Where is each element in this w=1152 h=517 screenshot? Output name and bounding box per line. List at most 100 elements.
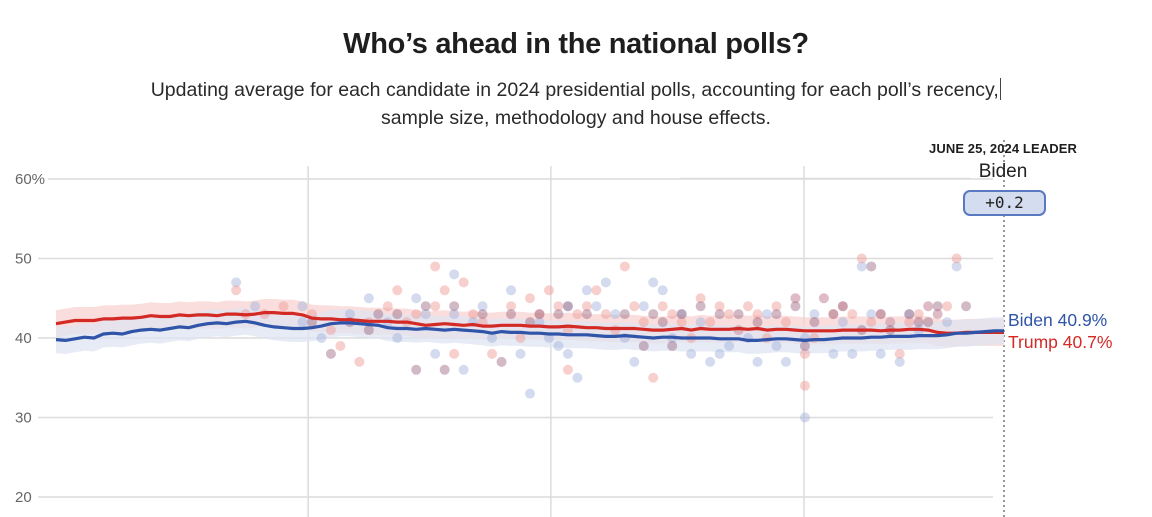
overlapping-poll-dot: [553, 309, 564, 320]
trump-poll-dot: [534, 309, 545, 320]
overlapping-poll-dot: [420, 301, 431, 312]
biden-poll-dot: [809, 309, 820, 320]
trump-poll-dot: [743, 301, 754, 312]
trump-end-label: Trump 40.7%: [1008, 332, 1112, 352]
trump-poll-dot: [771, 301, 782, 312]
trump-poll-dot: [581, 301, 592, 312]
overlapping-poll-dot: [828, 309, 839, 320]
trump-poll-dot: [553, 301, 564, 312]
biden-poll-dot: [932, 309, 943, 320]
biden-poll-dot: [695, 317, 706, 328]
biden-poll-dot: [449, 309, 460, 320]
trump-poll-dot: [382, 301, 393, 312]
biden-poll-dot: [506, 285, 517, 296]
trump-poll-dot: [449, 348, 460, 359]
biden-poll-dot: [752, 356, 763, 367]
overlapping-poll-dot: [752, 317, 763, 328]
trump-poll-dot: [515, 333, 526, 343]
y-tick-label: 40: [15, 330, 32, 347]
overlapping-poll-dot: [534, 309, 545, 320]
trump-poll-dot: [543, 285, 554, 296]
biden-poll-dot: [316, 333, 327, 343]
biden-poll-dot: [657, 285, 668, 296]
biden-poll-dot: [629, 356, 640, 367]
biden-poll-dot: [724, 340, 735, 351]
trump-poll-dot: [932, 309, 943, 320]
overlapping-poll-dot: [809, 317, 820, 328]
overlapping-poll-dot: [363, 325, 374, 336]
chart-subtitle: Updating average for each candidate in 2…: [100, 76, 1052, 132]
biden-poll-dot: [449, 269, 460, 280]
biden-poll-dot: [525, 388, 535, 399]
biden-poll-dot: [591, 301, 602, 312]
trump-poll-dot: [667, 309, 678, 320]
leader-name: Biden: [978, 161, 1028, 182]
biden-poll-dot: [562, 301, 573, 312]
trump-poll-dot: [856, 253, 867, 264]
overlapping-poll-dot: [657, 317, 668, 328]
biden-poll-dot: [250, 301, 261, 312]
overlapping-poll-dot: [866, 261, 877, 272]
biden-poll-dot: [553, 340, 564, 351]
biden-poll-dot: [686, 348, 697, 359]
trump-poll-dot: [885, 317, 896, 328]
overlapping-poll-dot: [695, 301, 706, 312]
leader-margin-badge: +0.2: [963, 190, 1046, 216]
trump-poll-dot: [458, 277, 469, 288]
average-lines: [55, 311, 1004, 342]
end-labels: Biden 40.9%Trump 40.7%: [1008, 310, 1112, 352]
biden-poll-dot: [363, 293, 374, 304]
trump-poll-dot: [866, 317, 877, 328]
biden-poll-dot: [638, 301, 649, 312]
trump-poll-dot: [600, 309, 611, 320]
biden-poll-dot: [477, 301, 488, 312]
trump-poll-dot: [430, 301, 441, 312]
trump-poll-dot: [231, 285, 242, 296]
overlapping-poll-dot: [581, 309, 592, 320]
biden-poll-dot: [487, 333, 498, 343]
biden-poll-dot: [297, 301, 308, 312]
overlapping-poll-dot: [904, 309, 915, 320]
biden-confidence-band: [56, 307, 1004, 354]
trump-poll-dot: [439, 285, 450, 296]
trump-poll-dot: [325, 325, 336, 336]
trump-poll-dot: [904, 317, 915, 328]
biden-poll-dot: [866, 309, 877, 320]
overlapping-poll-dot: [638, 340, 649, 351]
biden-poll-dot: [458, 364, 469, 375]
overlapping-poll-dot: [932, 301, 943, 312]
trump-average-line: [55, 311, 1004, 335]
overlapping-poll-dot: [439, 364, 450, 375]
overlapping-poll-dot: [714, 309, 725, 320]
overlapping-poll-dot: [506, 309, 517, 320]
confidence-bands: [56, 299, 1004, 354]
trump-poll-dot: [780, 317, 791, 328]
trump-poll-dot: [724, 309, 735, 320]
trump-poll-dot: [572, 309, 583, 320]
biden-poll-dot: [714, 348, 725, 359]
trump-poll-dot: [657, 301, 668, 312]
trump-poll-dot: [411, 309, 422, 320]
trump-poll-dot: [894, 348, 905, 359]
trump-poll-dot: [278, 301, 289, 312]
text-cursor: [999, 78, 1002, 100]
trump-poll-dot: [913, 309, 924, 320]
biden-poll-dot: [562, 348, 573, 359]
trump-poll-dot: [430, 261, 441, 272]
trump-poll-dot: [487, 348, 498, 359]
trump-poll-dot: [619, 261, 630, 272]
biden-end-label: Biden 40.9%: [1008, 310, 1107, 330]
trump-poll-dot: [752, 309, 763, 320]
biden-poll-dot: [344, 309, 355, 320]
trump-poll-dot: [799, 348, 810, 359]
overlapping-poll-dot: [411, 364, 422, 375]
trump-poll-dot: [468, 309, 479, 320]
biden-poll-dot: [904, 309, 915, 320]
biden-poll-dot: [942, 317, 953, 328]
trump-poll-dot: [714, 301, 725, 312]
trump-poll-dot: [676, 317, 687, 328]
trump-poll-dot: [562, 364, 573, 375]
biden-average-line: [55, 319, 1004, 342]
biden-poll-dot: [818, 293, 829, 304]
biden-poll-dot: [828, 348, 839, 359]
